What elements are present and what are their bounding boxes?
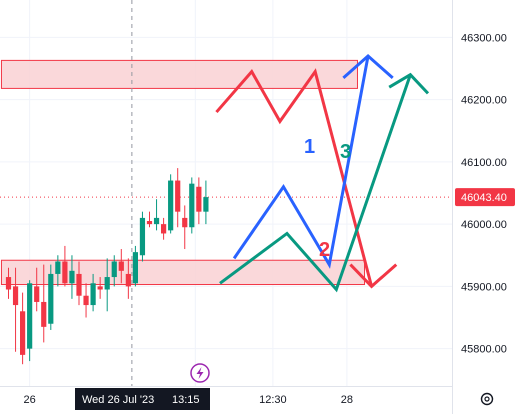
- candle-body: [111, 261, 117, 278]
- time-tick-label: 26: [24, 394, 36, 406]
- path-green-label: 3: [340, 141, 351, 163]
- candle-body: [125, 273, 131, 287]
- chart-icons[interactable]: [190, 363, 494, 406]
- crosshair-time-label: 13:15: [172, 394, 200, 406]
- candle-body: [97, 286, 103, 290]
- zones[interactable]: [0, 59, 366, 286]
- price-tick-label: 46200.00: [461, 95, 507, 107]
- price-tick-label: 45800.00: [461, 344, 507, 356]
- support-zone[interactable]: [0, 259, 366, 286]
- path-green[interactable]: [219, 74, 412, 293]
- candle-body: [175, 180, 181, 212]
- path-red[interactable]: [215, 68, 374, 287]
- time-tick-label: 12:30: [259, 394, 287, 406]
- price-axis[interactable]: 46300.00 46200.00 46100.00 46000.00 45900.00…: [452, 0, 516, 414]
- price-tick-label: 46100.00: [461, 157, 507, 169]
- candle-body: [41, 301, 47, 327]
- lightning-icon-bolt: [196, 367, 204, 379]
- path-blue-arrowhead: [342, 54, 394, 79]
- candle-body: [20, 311, 26, 355]
- grid: [0, 0, 452, 386]
- candle-body: [27, 283, 33, 349]
- path-green-arrowhead: [388, 72, 430, 95]
- price-tick-label: 46000.00: [461, 219, 507, 231]
- candle-body: [203, 197, 209, 212]
- candles: [5, 168, 209, 365]
- candle-body: [139, 217, 146, 256]
- candle-body: [168, 180, 174, 231]
- candle-body: [12, 286, 19, 306]
- candle-body: [83, 295, 89, 306]
- candle-body: [55, 261, 61, 274]
- candle-body: [132, 252, 138, 284]
- projections[interactable]: 2 1 3: [215, 54, 430, 293]
- candle-body: [118, 261, 124, 271]
- price-tick-label: 45900.00: [461, 281, 507, 293]
- crosshair-time-badge: [75, 388, 210, 410]
- candle-body: [189, 183, 195, 228]
- candle-body: [62, 261, 68, 284]
- path-blue[interactable]: [232, 55, 370, 269]
- lightning-icon[interactable]: [190, 363, 210, 383]
- settings-icon-ring: [480, 392, 494, 406]
- candle-body: [48, 273, 54, 324]
- candle-body: [146, 221, 153, 225]
- path-blue-label: 1: [304, 136, 315, 158]
- candle-body: [196, 186, 202, 212]
- candle-body: [69, 270, 75, 284]
- path-red-label: 2: [319, 239, 330, 261]
- settings-icon-hub: [484, 396, 490, 402]
- candle-body: [182, 217, 188, 228]
- path-red-arrowhead: [349, 263, 398, 289]
- candle-body: [90, 283, 96, 306]
- candle-body: [153, 217, 160, 225]
- candle-body: [5, 277, 12, 290]
- crosshair-date-label: Wed 26 Jul '23: [82, 394, 154, 406]
- candle-body: [161, 224, 167, 234]
- candle-body: [76, 273, 82, 296]
- current-price-label: 46043.40: [461, 192, 507, 204]
- time-tick-label: 28: [341, 394, 353, 406]
- settings-icon[interactable]: [480, 392, 494, 406]
- current-price-badge[interactable]: [455, 188, 515, 207]
- resistance-zone[interactable]: [0, 59, 358, 89]
- price-tick-label: 46300.00: [461, 32, 507, 44]
- candle-body: [104, 277, 110, 290]
- candle-body: [34, 286, 40, 302]
